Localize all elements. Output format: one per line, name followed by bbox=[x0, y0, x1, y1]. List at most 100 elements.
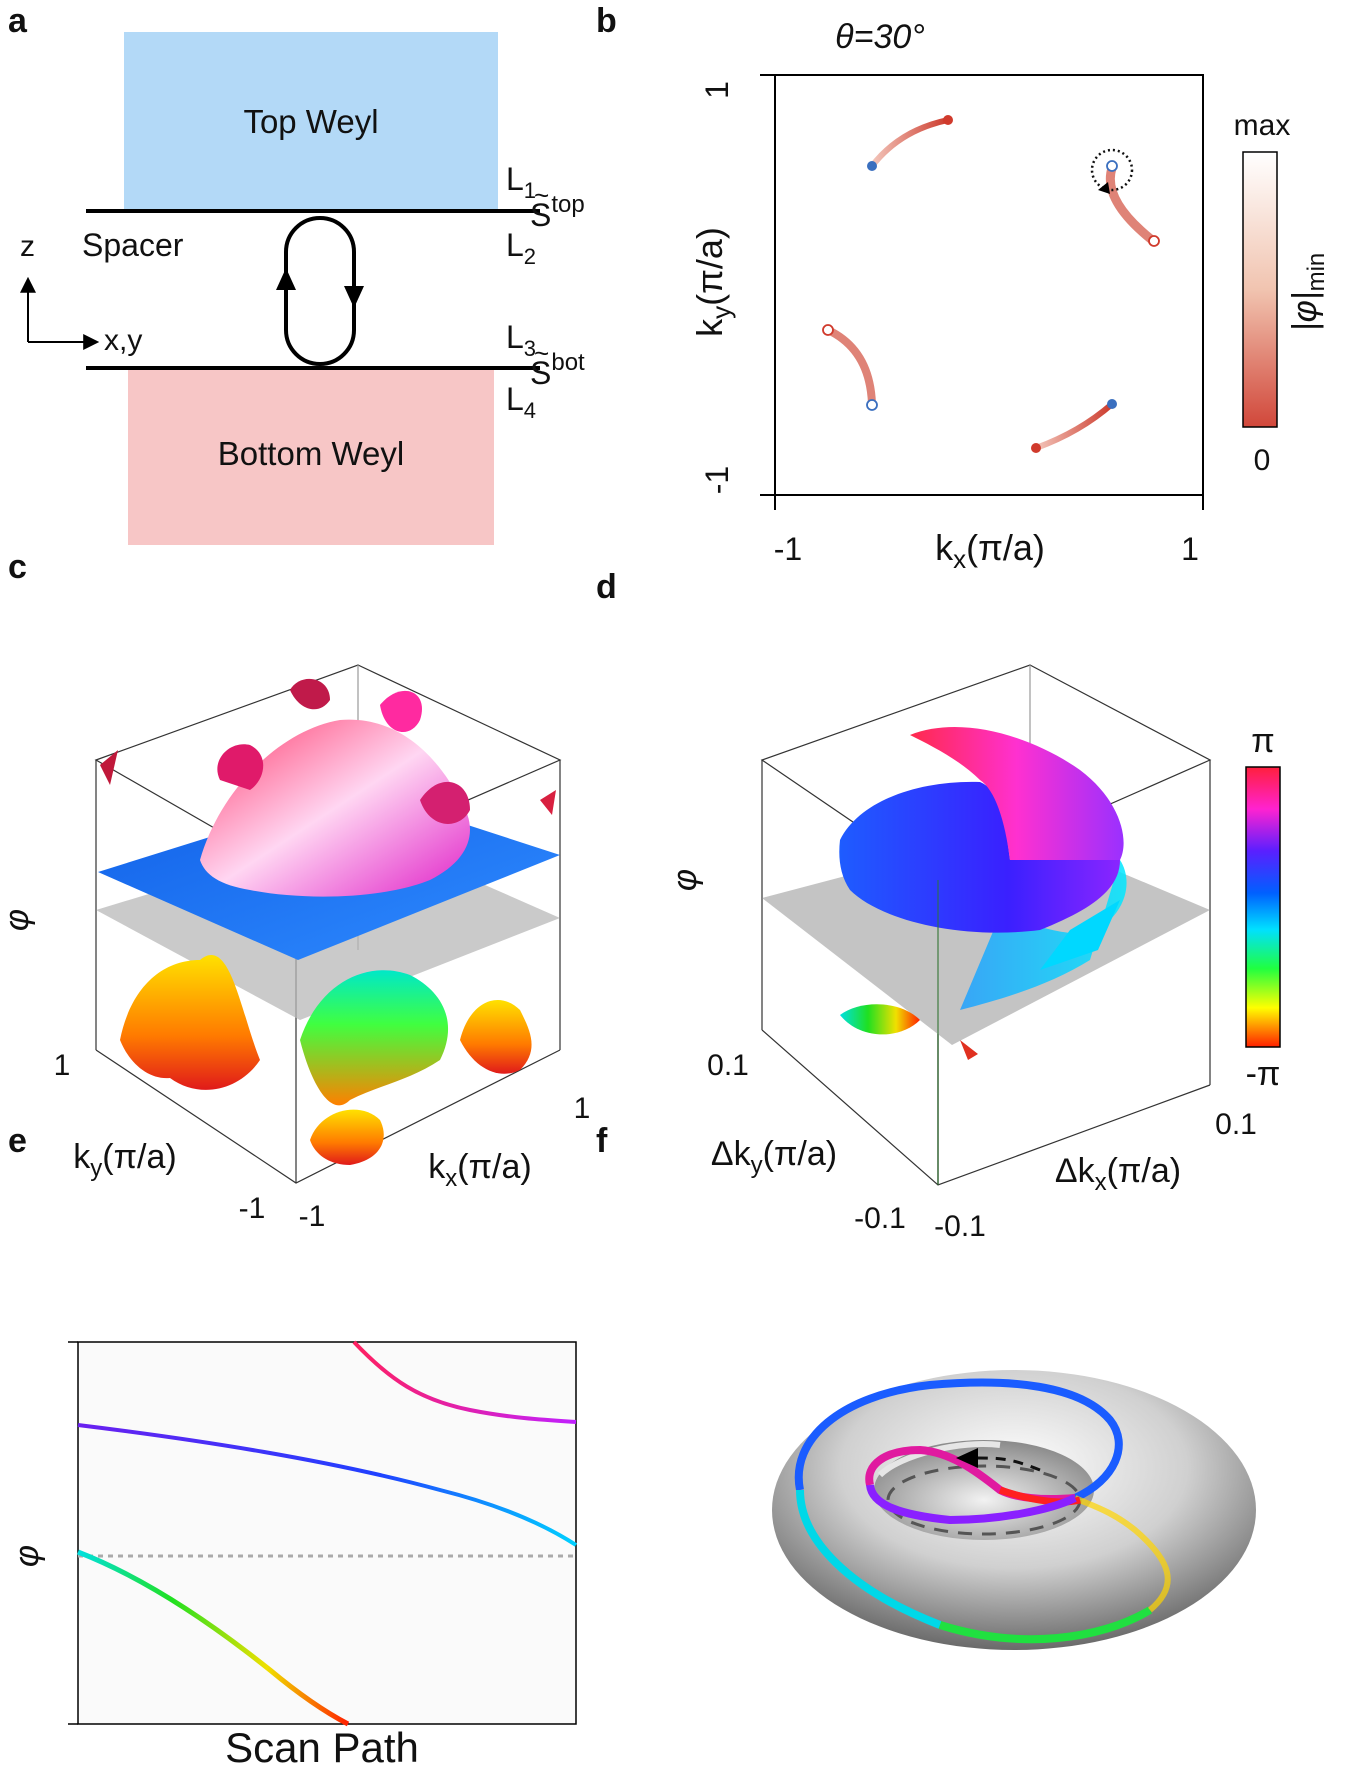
d-spiral-bottom-tip bbox=[840, 1004, 920, 1035]
spacer-label: Spacer bbox=[82, 227, 184, 263]
c-zlabel: φ bbox=[0, 909, 36, 931]
d-colorbar bbox=[1245, 766, 1281, 1048]
panel-a-diagram: Top Weyl Bottom Weyl Spacer z x,y L1 L2 … bbox=[20, 32, 585, 545]
layer-label-l4: L4 bbox=[506, 381, 536, 423]
d-spiral-cyan-wedge bbox=[1040, 900, 1120, 970]
c-tube-1 bbox=[217, 744, 264, 790]
e-band-rainbow bbox=[77, 1549, 350, 1727]
c-tube-3 bbox=[420, 781, 470, 824]
d-ky-label: Δky(π/a) bbox=[711, 1135, 837, 1179]
panel-letter-e: e bbox=[8, 1122, 27, 1160]
b-xlabel: kx(π/a) bbox=[935, 527, 1045, 574]
weyl-node-blue-4 bbox=[1107, 399, 1117, 409]
loop-arrow-down-icon bbox=[344, 286, 364, 308]
b-xtick-right: 1 bbox=[1181, 531, 1199, 567]
winding-arrow-icon bbox=[1098, 182, 1110, 194]
e-band-blue bbox=[77, 1423, 578, 1547]
torus-path-blue bbox=[794, 1378, 1123, 1502]
torus-path-yellow bbox=[1073, 1495, 1171, 1613]
axis-z-label: z bbox=[20, 230, 35, 263]
c-lower-sheet-front bbox=[310, 1109, 384, 1165]
d-kx-tick-left: -0.1 bbox=[934, 1210, 986, 1243]
c-ky-tick-bottom: -1 bbox=[239, 1192, 266, 1225]
e-band-magenta bbox=[352, 1340, 577, 1424]
s-bot-tilde: ~ bbox=[534, 338, 549, 368]
b-colorbar bbox=[1242, 151, 1278, 428]
b-ytick-bottom: -1 bbox=[699, 466, 735, 494]
panel-e-plot: φ Scan Path bbox=[8, 1340, 578, 1769]
s-bot-label: Sbot bbox=[530, 349, 585, 391]
panel-letter-f: f bbox=[596, 1122, 608, 1160]
c-kx-tick-left: -1 bbox=[299, 1200, 326, 1233]
panel-b-title: θ=30° bbox=[835, 18, 925, 56]
c-lower-sheet-mid bbox=[300, 970, 449, 1106]
panel-b-frame bbox=[774, 74, 1204, 496]
c-lower-sheet-left bbox=[120, 955, 260, 1090]
b-ylabel: ky(π/a) bbox=[689, 227, 736, 337]
loop-arrow-up-icon bbox=[276, 268, 296, 290]
top-weyl-label: Top Weyl bbox=[243, 103, 378, 140]
winding-loop-dotted bbox=[1090, 148, 1134, 192]
b-colorbar-min: 0 bbox=[1254, 444, 1271, 477]
d-spiral-middle bbox=[839, 781, 1120, 933]
c-upper-dome bbox=[200, 719, 470, 897]
d-ky-tick-bottom: -0.1 bbox=[854, 1202, 906, 1235]
b-xtick-left: -1 bbox=[774, 531, 802, 567]
loop-path bbox=[284, 216, 356, 366]
torus-path-green bbox=[938, 1606, 1153, 1644]
s-top-tilde: ~ bbox=[534, 180, 549, 210]
panel-f-torus bbox=[772, 1370, 1256, 1650]
d-zlabel: φ bbox=[666, 869, 704, 891]
fermi-arc-1 bbox=[869, 117, 949, 168]
panel-c-3d-plot: φ 1 -1 -1 1 ky(π/a) kx(π/a) bbox=[0, 664, 591, 1233]
d-kx-label: Δkx(π/a) bbox=[1055, 1152, 1181, 1196]
b-ytick-top: 1 bbox=[699, 81, 735, 99]
panel-letter-a: a bbox=[8, 2, 27, 40]
weyl-node-open-blue-3 bbox=[866, 399, 878, 411]
weyl-node-red-4 bbox=[1031, 443, 1041, 453]
c-kx-label: kx(π/a) bbox=[428, 1148, 531, 1192]
d-colorbar-bottom: -π bbox=[1246, 1055, 1281, 1093]
weyl-node-red-1 bbox=[943, 115, 953, 125]
layer-label-l2: L2 bbox=[506, 227, 536, 269]
d-spiral-upper bbox=[910, 727, 1124, 860]
panel-letter-b: b bbox=[596, 2, 617, 40]
panel-letter-c: c bbox=[8, 548, 27, 586]
panel-b-plot: θ=30° 1 -1 -1 1 kx(π/a) ky(π/a) max 0 |φ… bbox=[689, 18, 1330, 574]
d-spiral-lower bbox=[960, 860, 1127, 1010]
s-top-label: Stop bbox=[530, 191, 585, 233]
e-ylabel: φ bbox=[8, 1545, 46, 1567]
torus-dashed-arrow-path bbox=[974, 1456, 1041, 1472]
torus-path-purple bbox=[866, 1484, 1077, 1525]
fermi-arc-3 bbox=[826, 326, 876, 405]
panel-letter-d: d bbox=[596, 568, 617, 606]
bottom-weyl-block bbox=[128, 370, 494, 545]
d-ky-tick-top: 0.1 bbox=[707, 1049, 749, 1082]
torus-hole bbox=[874, 1440, 1094, 1540]
d-colorbar-top: π bbox=[1251, 722, 1274, 760]
c-ky-label: ky(π/a) bbox=[73, 1138, 176, 1182]
d-kx-tick-right: 0.1 bbox=[1215, 1108, 1257, 1141]
bottom-weyl-label: Bottom Weyl bbox=[218, 435, 404, 472]
weyl-node-open-red-3 bbox=[822, 324, 834, 336]
torus-path-cyan bbox=[796, 1489, 942, 1629]
layer-label-l3: L3 bbox=[506, 319, 536, 361]
fermi-arc-2 bbox=[1105, 166, 1155, 244]
panel-d-3d-plot: π -π φ 0.1 -0.1 -0.1 0.1 Δky(π/a) Δkx(π/… bbox=[666, 664, 1281, 1243]
layer-label-l1: L1 bbox=[506, 161, 536, 203]
fermi-arc-4 bbox=[1034, 401, 1114, 451]
c-corner-tip-left bbox=[100, 750, 118, 785]
c-kx-tick-right: 1 bbox=[574, 1092, 591, 1125]
weyl-node-blue-1 bbox=[867, 161, 877, 171]
c-lower-sheet-right bbox=[460, 1000, 532, 1074]
c-tube-2 bbox=[380, 690, 422, 732]
c-ky-tick-top: 1 bbox=[54, 1049, 71, 1082]
weyl-node-open-blue-2 bbox=[1106, 160, 1118, 172]
top-weyl-block bbox=[124, 32, 498, 212]
b-colorbar-label: |φ|min bbox=[1286, 253, 1330, 332]
torus-arrow-icon bbox=[956, 1448, 978, 1468]
axis-xy-label: x,y bbox=[104, 324, 142, 357]
e-xlabel: Scan Path bbox=[225, 1724, 419, 1769]
b-colorbar-max: max bbox=[1234, 109, 1291, 142]
